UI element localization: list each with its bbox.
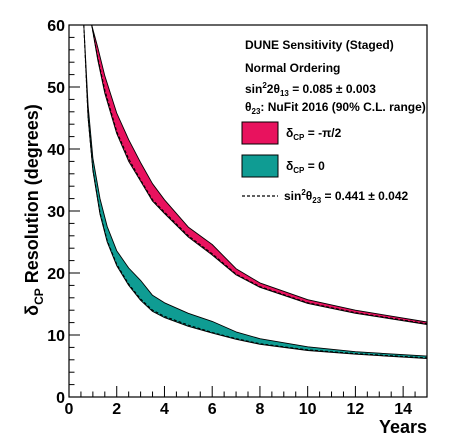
y-tick-label: 30 <box>47 204 65 221</box>
x-tick-label: 8 <box>255 401 264 418</box>
series-bands <box>83 25 427 360</box>
x-tick-label: 14 <box>394 401 412 418</box>
x-tick-label: 0 <box>65 401 74 418</box>
y-axis-title: δCP Resolution (degrees) <box>22 104 46 316</box>
x-tick-label: 6 <box>208 401 217 418</box>
legend-line-ordering: Normal Ordering <box>245 61 340 75</box>
axes <box>68 24 428 398</box>
y-tick-label: 60 <box>47 18 65 35</box>
series-dashed-0 <box>91 25 427 325</box>
series-band-1 <box>83 25 427 360</box>
tick-labels: 0 2 4 6 8 10 12 14 0 10 20 30 40 50 60 <box>47 18 412 418</box>
legend-line-theta13: sin22θ13 = 0.085 ± 0.003 <box>245 81 376 98</box>
x-tick-label: 12 <box>347 401 365 418</box>
y-tick-label: 50 <box>47 80 65 97</box>
legend-label-zero: δCP = 0 <box>286 159 325 175</box>
x-tick-label: 4 <box>160 401 169 418</box>
y-tick-label: 40 <box>47 142 65 159</box>
x-tick-label: 10 <box>299 401 317 418</box>
legend-label-theta23-dashed: sin2θ23 = 0.441 ± 0.042 <box>284 188 409 205</box>
legend: DUNE Sensitivity (Staged) Normal Orderin… <box>241 38 426 205</box>
y-tick-label: 20 <box>47 266 65 283</box>
legend-label-pi2: δCP = -π/2 <box>286 126 342 142</box>
series-band-0 <box>91 25 427 325</box>
y-tick-label: 10 <box>47 328 65 345</box>
x-tick-label: 2 <box>112 401 121 418</box>
series-dashed-1 <box>83 25 427 359</box>
legend-line-theta23: θ23: NuFit 2016 (90% C.L. range) <box>245 100 426 116</box>
x-axis-title: Years <box>379 417 427 437</box>
y-tick-label: 0 <box>56 390 65 407</box>
legend-line-dune: DUNE Sensitivity (Staged) <box>245 38 394 52</box>
legend-swatch-pi2 <box>241 121 279 145</box>
legend-swatch-zero <box>241 154 279 178</box>
